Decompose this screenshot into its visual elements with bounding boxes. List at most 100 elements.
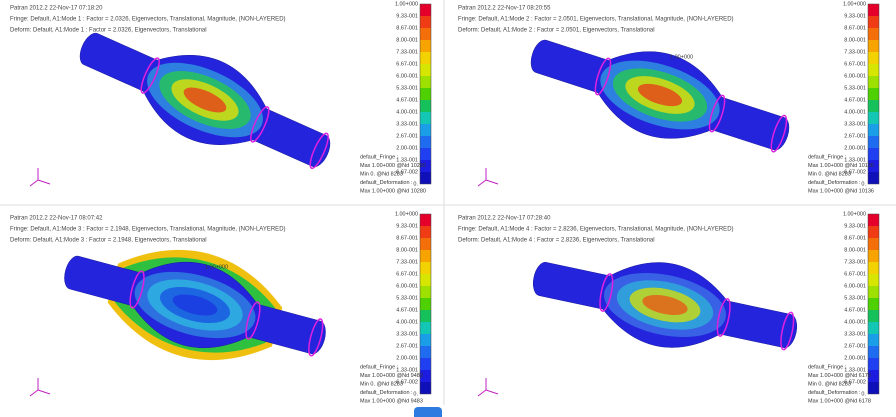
legend-label: 0.	[413, 181, 418, 187]
model	[79, 32, 331, 170]
legend-band	[420, 64, 431, 76]
triad	[477, 179, 487, 187]
ring	[708, 94, 726, 133]
legend-band	[420, 346, 431, 358]
legend-label: 1.33-001	[844, 367, 866, 373]
legend-label: 7.33-001	[844, 259, 866, 265]
legend-label: 4.00-001	[396, 319, 418, 325]
legend-band	[420, 274, 431, 286]
legend-label: 5.33-001	[844, 295, 866, 301]
legend-label: 5.33-001	[844, 85, 866, 91]
header-line: Fringe: Default, A1:Mode 3 : Factor = 2.…	[10, 227, 286, 233]
legend-label: 6.00-001	[396, 73, 418, 79]
legend-band	[420, 124, 431, 136]
legend-band	[420, 250, 431, 262]
legend-label: 8.67-001	[396, 25, 418, 31]
footer-line: default_Fringe :	[360, 364, 399, 370]
legend-label: 6.67-002	[844, 379, 866, 385]
ring	[308, 318, 324, 357]
header-line: Deform: Default, A1:Mode 4 : Factor = 2.…	[458, 238, 655, 244]
legend-band	[868, 172, 879, 184]
legend-label: 0.	[413, 391, 418, 397]
triad	[485, 389, 499, 395]
legend-band	[420, 298, 431, 310]
triad	[37, 179, 51, 185]
legend-frame	[867, 213, 880, 395]
annotation: 1.00+000	[205, 264, 228, 270]
footer-line: Max 1.00+000 @Nd 10280	[360, 163, 426, 169]
legend-label: 7.33-001	[844, 49, 866, 55]
legend-band	[420, 100, 431, 112]
legend-band	[868, 52, 879, 64]
legend-band	[868, 226, 879, 238]
legend-label: 4.67-001	[396, 307, 418, 313]
legend-label: 6.67-002	[396, 169, 418, 175]
legend-label: 6.67-001	[396, 61, 418, 67]
footer-line: default_Deformation :	[808, 390, 861, 396]
legend-label: 9.33-001	[844, 13, 866, 19]
legend-band	[420, 322, 431, 334]
header-line: Deform: Default, A1:Mode 3 : Factor = 2.…	[10, 238, 207, 244]
result-panel: Patran 2012.2 22-Nov-17 08:07:42 Fringe: …	[10, 211, 432, 404]
legend-label: 2.00-001	[396, 355, 418, 361]
legend-band	[868, 16, 879, 28]
legend-label: 5.33-001	[396, 85, 418, 91]
legend-label: 8.67-001	[844, 25, 866, 31]
legend-band	[868, 124, 879, 136]
legend-label: 6.00-001	[844, 283, 866, 289]
legend-band	[868, 28, 879, 40]
legend-band	[868, 298, 879, 310]
footer-line: Max 1.00+000 @Nd 10280	[360, 188, 426, 194]
legend-label: 2.00-001	[844, 355, 866, 361]
result-panel: Patran 2012.2 22-Nov-17 07:28:40 Fringe: …	[458, 211, 880, 404]
legend-label: 9.33-001	[396, 223, 418, 229]
legend-label: 0.	[861, 181, 866, 187]
legend-label: 4.67-001	[396, 97, 418, 103]
legend-label: 7.33-001	[396, 49, 418, 55]
ring	[140, 57, 160, 94]
legend-label: 8.67-001	[396, 235, 418, 241]
legend-band	[420, 310, 431, 322]
header-line: Patran 2012.2 22-Nov-17 08:20:55	[458, 6, 551, 12]
triad	[37, 389, 51, 395]
result-panel: Patran 2012.2 22-Nov-17 08:20:55 Fringe: …	[458, 1, 880, 194]
fringe-zone	[637, 83, 683, 107]
legend-band	[420, 40, 431, 52]
legend-band	[420, 382, 431, 394]
legend-label: 6.67-002	[844, 169, 866, 175]
legend-label: 1.33-001	[844, 157, 866, 163]
legend-label: 2.67-001	[396, 343, 418, 349]
legend-band	[420, 370, 431, 382]
legend-label: 4.00-001	[844, 109, 866, 115]
legend-band	[868, 334, 879, 346]
legend-band	[420, 4, 431, 16]
footer-line: Min 0. @Nd 8283	[360, 171, 403, 177]
legend-band	[868, 286, 879, 298]
legend-band	[420, 148, 431, 160]
legend-band	[868, 148, 879, 160]
footer-line: Max 1.00+000 @Nd 6178	[808, 398, 871, 404]
header-line: Patran 2012.2 22-Nov-17 08:07:42	[10, 216, 103, 222]
legend-band	[868, 76, 879, 88]
legend-label: 2.67-001	[844, 343, 866, 349]
legend-band	[868, 238, 879, 250]
legend-label: 8.00-001	[844, 247, 866, 253]
legend-label: 0.	[861, 391, 866, 397]
legend-band	[868, 358, 879, 370]
legend-label: 4.67-001	[844, 97, 866, 103]
triad	[29, 389, 39, 397]
legend-frame	[867, 3, 880, 185]
legend-band	[420, 160, 431, 172]
legend-label: 4.67-001	[844, 307, 866, 313]
header-line: Fringe: Default, A1:Mode 1 : Factor = 2.…	[10, 17, 286, 23]
ring	[599, 273, 614, 312]
legend-label: 2.67-001	[844, 133, 866, 139]
legend-label: 6.67-002	[396, 379, 418, 385]
scroll-button[interactable]	[414, 407, 442, 417]
legend-label: 2.00-001	[844, 145, 866, 151]
legend-label: 8.00-001	[844, 37, 866, 43]
legend-band	[868, 160, 879, 172]
legend-band	[420, 226, 431, 238]
model	[532, 262, 798, 351]
